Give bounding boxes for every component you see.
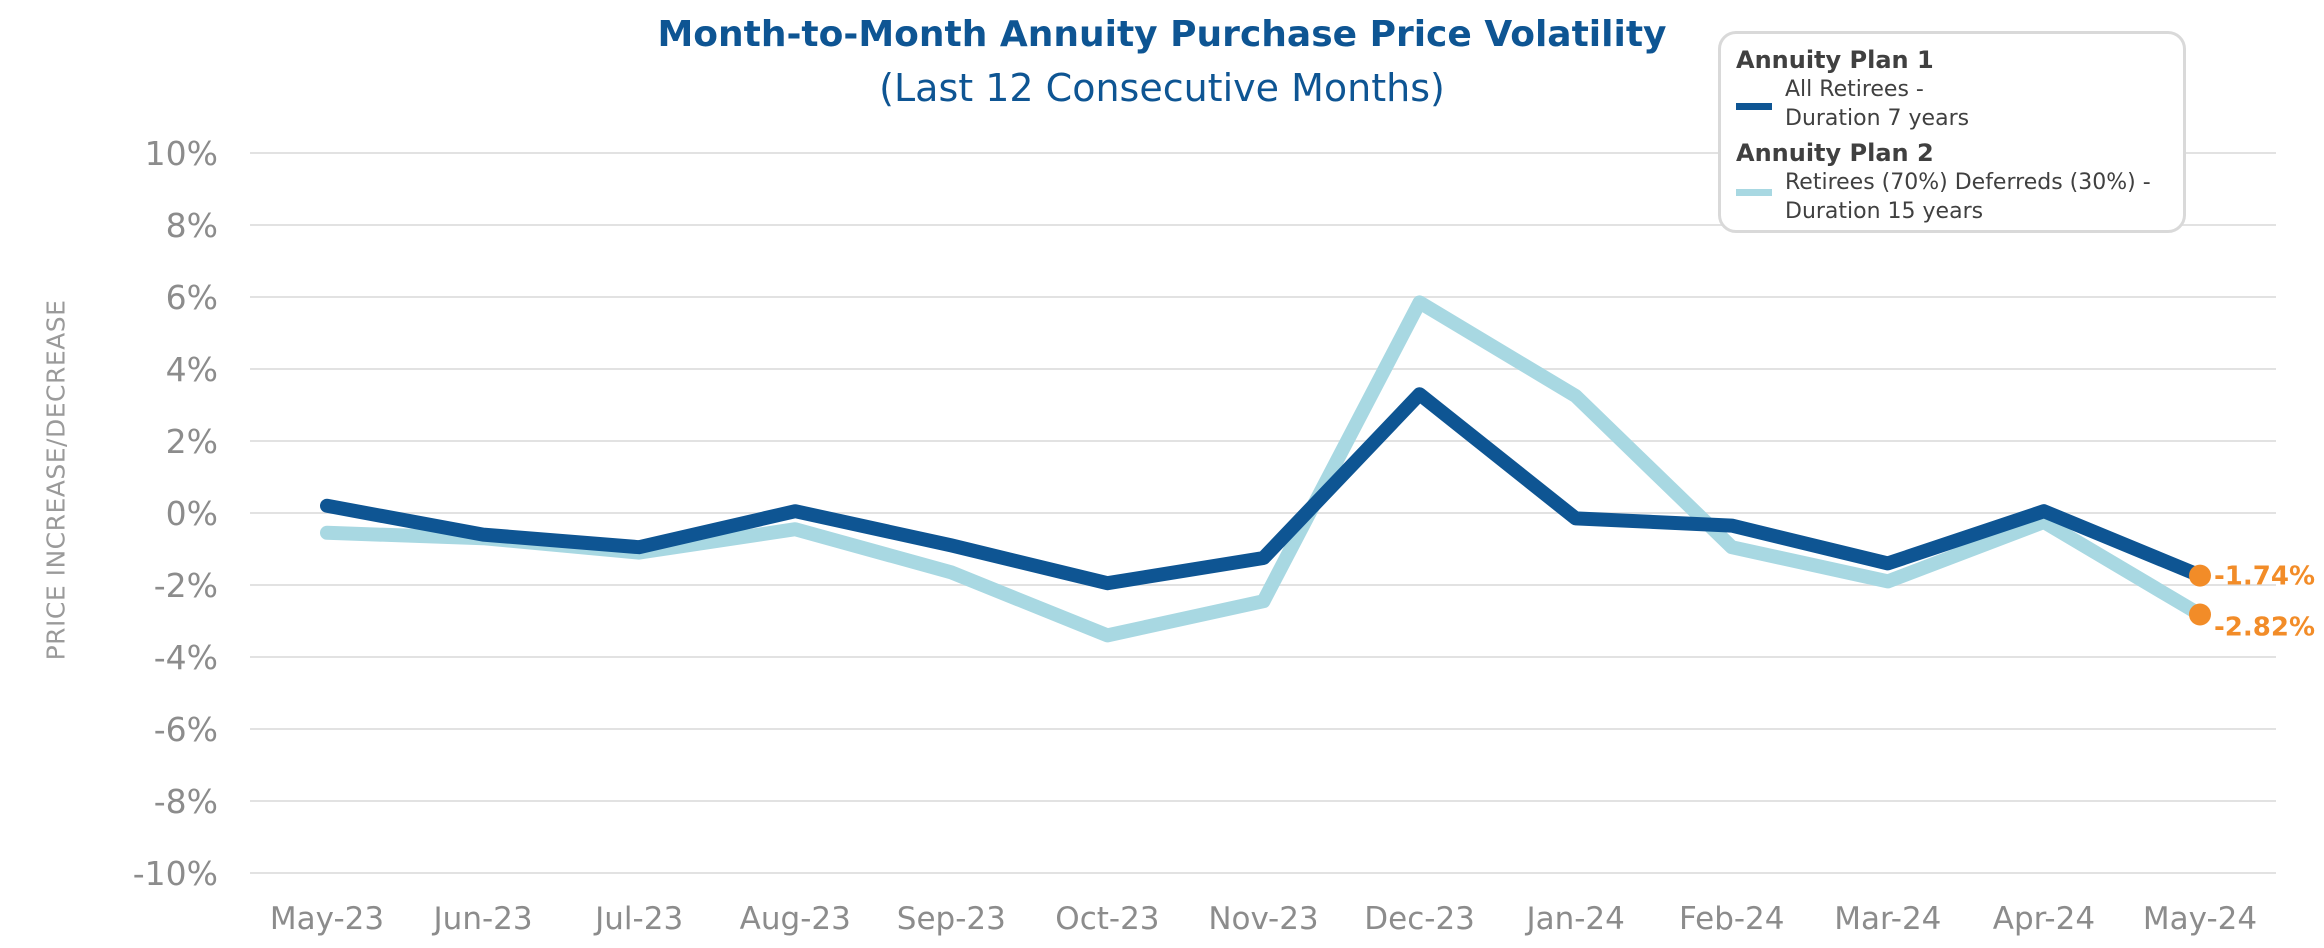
y-tick-label: 6% xyxy=(166,278,218,317)
y-tick-label: -8% xyxy=(154,782,218,821)
legend-plan2-label-line1: Retirees (70%) Deferreds (30%) - xyxy=(1785,170,2151,195)
x-tick-label: Jul-23 xyxy=(593,901,683,937)
x-tick-label: Dec-23 xyxy=(1364,901,1475,937)
y-tick-labels: 10% 8% 6% 4% 2% 0% -2% -4% -6% -8% -10% xyxy=(133,134,218,893)
end-label-plan-1: -1.74% xyxy=(2214,562,2315,592)
legend-plan2-label-line2: Duration 15 years xyxy=(1785,199,1984,224)
y-tick-label: 10% xyxy=(145,134,218,173)
legend: Annuity Plan 1 All Retirees - Duration 7… xyxy=(1718,31,2186,233)
y-tick-label: -10% xyxy=(133,854,218,893)
x-tick-labels: May-23 Jun-23 Jul-23 Aug-23 Sep-23 Oct-23 Nov-… xyxy=(270,901,2257,937)
x-tick-label: Aug-23 xyxy=(740,901,851,937)
x-tick-label: Jan-24 xyxy=(1524,901,1624,937)
y-tick-label: -2% xyxy=(154,566,218,605)
end-label-plan-2: -2.82% xyxy=(2214,613,2315,643)
x-tick-label: May-24 xyxy=(2143,901,2257,937)
y-tick-label: 2% xyxy=(166,422,218,461)
y-tick-label: 4% xyxy=(166,350,218,389)
gridlines xyxy=(250,152,2276,874)
legend-plan1-title: Annuity Plan 1 xyxy=(1736,46,1934,74)
x-tick-label: Oct-23 xyxy=(1055,901,1159,937)
x-tick-label: Sep-23 xyxy=(897,901,1006,937)
x-tick-label: Apr-24 xyxy=(1993,901,2095,937)
x-tick-label: May-23 xyxy=(270,901,384,937)
legend-plan1-label-line1: All Retirees - xyxy=(1785,77,1924,102)
chart-title: Month-to-Month Annuity Purchase Price Vo… xyxy=(657,14,1667,55)
end-markers: -1.74% -2.82% xyxy=(2189,562,2315,643)
end-marker-plan-1 xyxy=(2189,564,2211,587)
end-marker-plan-2 xyxy=(2189,603,2211,626)
legend-plan2-title: Annuity Plan 2 xyxy=(1736,139,1934,167)
x-tick-label: Mar-24 xyxy=(1834,901,1941,937)
series-line-plan-1 xyxy=(320,387,2207,591)
x-tick-label: Feb-24 xyxy=(1679,901,1785,937)
x-tick-label: Jun-23 xyxy=(432,901,533,937)
x-tick-label: Nov-23 xyxy=(1208,901,1318,937)
y-tick-label: 8% xyxy=(166,206,218,245)
legend-plan1-swatch xyxy=(1736,103,1772,110)
series-lines xyxy=(320,295,2207,643)
y-tick-label: -4% xyxy=(154,638,218,677)
y-tick-label: -6% xyxy=(154,710,218,749)
chart-subtitle: (Last 12 Consecutive Months) xyxy=(879,66,1445,110)
legend-plan2-swatch xyxy=(1736,189,1772,196)
y-tick-label: 0% xyxy=(166,494,218,533)
legend-plan1-label-line2: Duration 7 years xyxy=(1785,106,1970,131)
